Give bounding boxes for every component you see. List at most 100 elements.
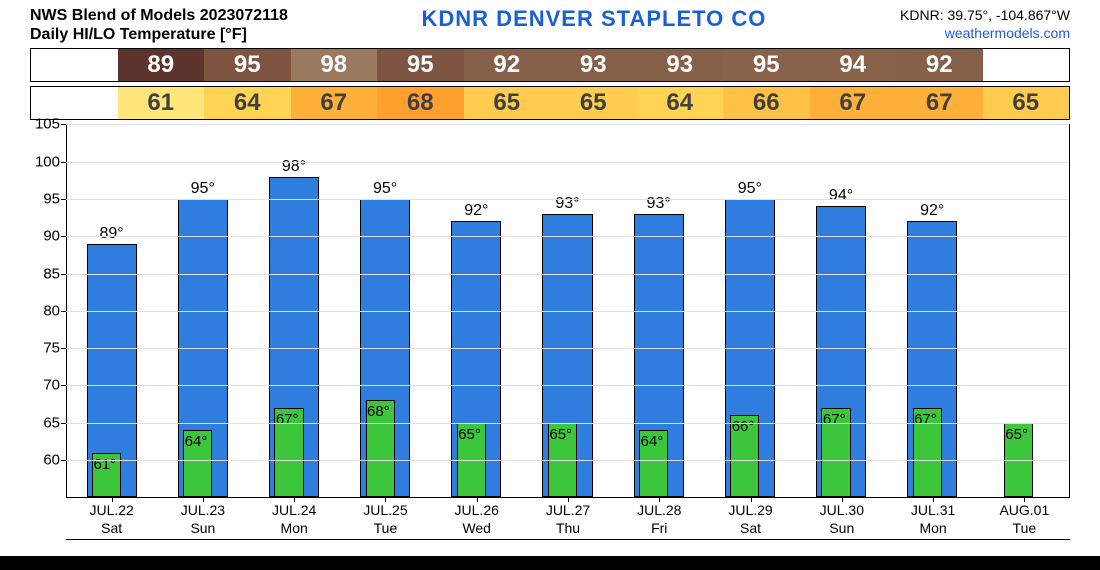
- x-axis-labels: JUL.22SatJUL.23SunJUL.24MonJUL.25TueJUL.…: [66, 498, 1070, 540]
- y-tick-label: 85: [30, 265, 60, 282]
- hi-strip-cell: 92: [896, 49, 983, 81]
- hi-bar-label: 93°: [635, 195, 683, 213]
- hi-bar-label: 92°: [452, 202, 500, 220]
- lo-bar-label: 64°: [185, 433, 208, 450]
- x-tick-mark: [1024, 497, 1025, 502]
- lo-bar-label: 67°: [823, 411, 846, 428]
- y-tick-mark: [61, 199, 66, 200]
- footer-bar: [0, 556, 1100, 570]
- header: NWS Blend of Models 2023072118 Daily HI/…: [0, 0, 1100, 48]
- x-axis-label: JUL.28Fri: [614, 502, 705, 537]
- y-tick-label: 65: [30, 414, 60, 431]
- x-tick-mark: [477, 497, 478, 502]
- lo-strip-cell: 66: [723, 87, 810, 119]
- lo-bar-label: 65°: [458, 426, 481, 443]
- lo-strip-cell: 68: [377, 87, 464, 119]
- lo-bar-label: 67°: [914, 411, 937, 428]
- y-tick-mark: [61, 162, 66, 163]
- lo-strip-cell: 67: [291, 87, 378, 119]
- y-tick-label: 95: [30, 190, 60, 207]
- lo-strip-cell: 61: [118, 87, 205, 119]
- station-coords: KDNR: 39.75°, -104.867°W: [900, 6, 1070, 24]
- station-name: KDNR DENVER STAPLETO CO: [422, 6, 767, 44]
- gridline: [66, 423, 1069, 424]
- lo-strip-cell: 65: [550, 87, 637, 119]
- x-tick-mark: [385, 497, 386, 502]
- lo-bar-label: 66°: [732, 418, 755, 435]
- title-line1: NWS Blend of Models 2023072118: [30, 6, 288, 25]
- y-tick-label: 80: [30, 302, 60, 319]
- gridline: [66, 460, 1069, 461]
- lo-bar-label: 61°: [93, 456, 116, 473]
- x-axis-label: JUL.24Mon: [249, 502, 340, 537]
- gridline: [66, 199, 1069, 200]
- y-tick-label: 70: [30, 377, 60, 394]
- lo-strip-cell: 67: [896, 87, 983, 119]
- x-axis-label: JUL.22Sat: [66, 502, 157, 537]
- hi-bar-label: 98°: [270, 158, 318, 176]
- x-axis-label: JUL.23Sun: [157, 502, 248, 537]
- header-title: NWS Blend of Models 2023072118 Daily HI/…: [30, 6, 288, 44]
- source-link[interactable]: weathermodels.com: [900, 24, 1070, 42]
- lo-temp-strip: 6164676865656466676765: [30, 86, 1070, 120]
- lo-bar-label: 65°: [549, 426, 572, 443]
- lo-bar: 64°: [183, 430, 212, 497]
- hi-strip-cell: 95: [377, 49, 464, 81]
- hi-bar-label: 94°: [817, 187, 865, 205]
- gridline: [66, 348, 1069, 349]
- lo-strip-cell: [31, 87, 118, 119]
- hi-temp-strip: 89959895929393959492: [30, 48, 1070, 82]
- hi-strip-cell: 92: [464, 49, 551, 81]
- hi-strip-cell: 89: [118, 49, 205, 81]
- x-axis-label: JUL.26Wed: [431, 502, 522, 537]
- hi-bar-label: 95°: [179, 180, 227, 198]
- lo-bar-label: 65°: [1005, 426, 1028, 443]
- y-tick-label: 75: [30, 340, 60, 357]
- x-axis-label: JUL.31Mon: [887, 502, 978, 537]
- gridline: [66, 162, 1069, 163]
- lo-bar: 68°: [366, 400, 395, 497]
- hi-strip-cell: [31, 49, 118, 81]
- hi-bar-label: 92°: [908, 202, 956, 220]
- x-tick-mark: [294, 497, 295, 502]
- x-axis-label: JUL.27Thu: [522, 502, 613, 537]
- hi-strip-cell: 95: [204, 49, 291, 81]
- lo-strip-cell: 64: [637, 87, 724, 119]
- y-tick-mark: [61, 423, 66, 424]
- chart-plot-area: 89°61°95°64°98°67°95°68°92°65°93°65°93°6…: [66, 124, 1070, 498]
- y-tick-label: 60: [30, 452, 60, 469]
- lo-bar-label: 67°: [276, 411, 299, 428]
- lo-bar: 66°: [730, 415, 759, 497]
- gridline: [66, 236, 1069, 237]
- y-tick-mark: [61, 236, 66, 237]
- lo-bar: 67°: [821, 408, 850, 498]
- x-tick-mark: [568, 497, 569, 502]
- hi-strip-cell: [983, 49, 1070, 81]
- y-tick-mark: [61, 385, 66, 386]
- x-axis-label: JUL.29Sat: [705, 502, 796, 537]
- header-right: KDNR: 39.75°, -104.867°W weathermodels.c…: [900, 6, 1070, 44]
- x-tick-mark: [842, 497, 843, 502]
- x-axis-label: JUL.30Sun: [796, 502, 887, 537]
- y-tick-label: 105: [30, 116, 60, 133]
- hi-bar-label: 95°: [361, 180, 409, 198]
- gridline: [66, 274, 1069, 275]
- lo-bar: 64°: [639, 430, 668, 497]
- x-tick-mark: [203, 497, 204, 502]
- y-tick-label: 100: [30, 153, 60, 170]
- hi-bar-label: 89°: [88, 225, 136, 243]
- lo-strip-cell: 65: [983, 87, 1070, 119]
- lo-bar-label: 68°: [367, 403, 390, 420]
- x-axis-bottom: [66, 539, 1070, 540]
- lo-bar: 67°: [274, 408, 303, 498]
- hi-strip-cell: 93: [637, 49, 724, 81]
- lo-strip-cell: 65: [464, 87, 551, 119]
- gridline: [66, 124, 1069, 125]
- y-tick-label: 90: [30, 228, 60, 245]
- title-line2: Daily HI/LO Temperature [°F]: [30, 25, 288, 44]
- y-tick-mark: [61, 460, 66, 461]
- y-tick-mark: [61, 311, 66, 312]
- lo-strip-cell: 67: [810, 87, 897, 119]
- weather-forecast-panel: NWS Blend of Models 2023072118 Daily HI/…: [0, 0, 1100, 570]
- y-tick-mark: [61, 348, 66, 349]
